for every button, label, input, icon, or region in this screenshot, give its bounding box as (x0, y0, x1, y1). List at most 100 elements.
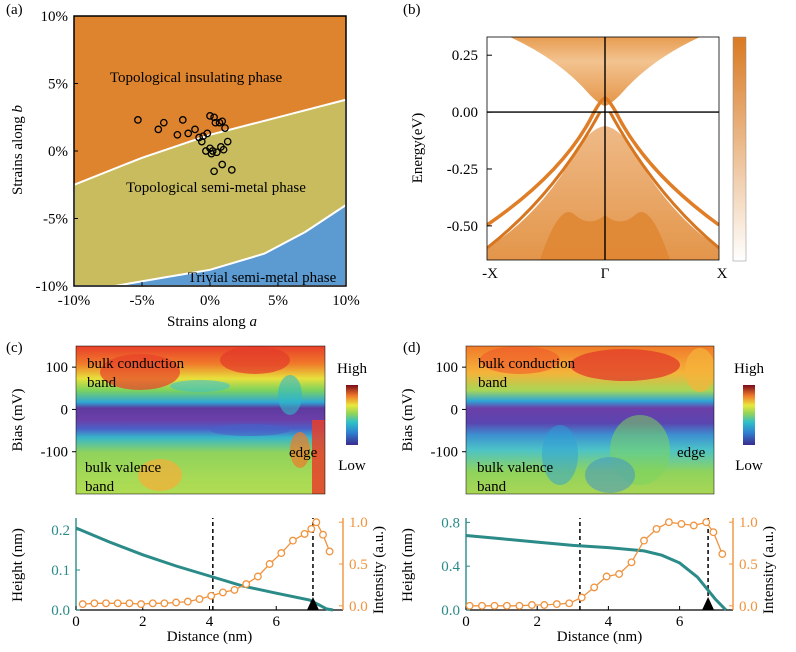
scatter-point (207, 149, 216, 158)
panel-c-edge-label: edge (289, 445, 318, 461)
intensity-tick-label: 0.5 (739, 557, 758, 573)
panel-d-valence-label-2: band (477, 479, 507, 495)
panel-b-frame (486, 36, 720, 261)
intensity-point (207, 591, 216, 600)
y-tick-label: -0.50 (447, 219, 478, 235)
panel-d-heatmap-frame (465, 345, 715, 495)
region-label-semimetal: Topological semi-metal phase (126, 180, 306, 196)
intensity-point (677, 519, 686, 528)
y-tick-label: -10% (36, 279, 69, 295)
panel-a-yticks: -10% -5% 0% 5% 10% (36, 9, 78, 295)
region-label-trivial: Trivial semi-metal phase (188, 270, 337, 286)
x-tick-label: 0 (462, 614, 470, 630)
scatter-point (184, 129, 193, 138)
intensity-point (102, 599, 110, 608)
intensity-point (664, 518, 673, 527)
height-axis-label: Height (nm) (400, 528, 416, 602)
y-tick-label: 0.00 (452, 105, 478, 121)
scatter-point (218, 160, 227, 169)
y-tick-label: 0% (48, 144, 68, 160)
intensity-point (307, 524, 316, 533)
surface-state-left-2 (487, 111, 602, 250)
panel-c-colorbar-high: High (337, 361, 368, 377)
panel-c-heatmap-frame (75, 345, 326, 495)
height-tick-label: 0.8 (441, 515, 460, 531)
height-tick-label: 0.0 (51, 603, 70, 619)
panel-b: (b) 0.25 0.00 -0.25 -0.50 -X Γ X Energy(eV) (403, 2, 747, 282)
x-tick-label: 5% (268, 293, 288, 309)
y-tick-label: -5% (43, 212, 68, 228)
intensity-point (218, 588, 227, 597)
scatter-point (197, 137, 206, 146)
bias-tick-label: 0 (451, 402, 459, 418)
intensity-point (230, 585, 239, 594)
panel-c-profile-plot: 0 2 4 6 0.0 0.1 0.2 0.0 0.5 1.0 Distance (nm) Heigh… (10, 515, 387, 645)
x-tick-label: 0% (200, 293, 220, 309)
x-tick-label: 6 (676, 614, 684, 630)
scatter-point (173, 130, 182, 139)
y-tick-label: 5% (48, 77, 68, 93)
intensity-point (312, 518, 321, 527)
x-tick-label: 10% (332, 293, 360, 309)
panel-c-colorbar-low: Low (338, 458, 366, 474)
panel-c-bias-ticks: 100 0 -100 (41, 360, 76, 461)
intensity-point (242, 580, 251, 589)
intensity-point (253, 572, 262, 581)
scatter-point (206, 112, 214, 120)
panel-c-bias-label: Bias (mV) (10, 389, 26, 452)
bias-tick-label: 100 (46, 360, 69, 376)
intensity-tick-label: 0.0 (349, 599, 368, 615)
intensity-point (90, 599, 99, 608)
intensity-curve (469, 521, 723, 607)
intensity-point (172, 598, 181, 607)
x-tick-label: 2 (139, 614, 147, 630)
intensity-point (527, 601, 536, 609)
region-label-insulating: Topological insulating phase (110, 70, 283, 86)
panel-b-yticks: 0.25 0.00 -0.25 -0.50 (447, 48, 492, 235)
intensity-point (277, 549, 286, 558)
x-tick-label: -5% (130, 293, 155, 309)
panel-b-label: (b) (403, 2, 421, 18)
scatter-point (134, 116, 142, 124)
panel-c-label: (c) (6, 340, 23, 356)
intensity-point (300, 529, 309, 538)
x-tick-label: 6 (273, 614, 281, 630)
bias-tick-label: -100 (431, 445, 459, 461)
height-tick-label: 0.1 (51, 563, 70, 579)
intensity-tick-label: 1.0 (739, 515, 758, 531)
panel-c-colorbar (346, 385, 358, 445)
x-tick-label: -10% (58, 293, 91, 309)
xtick-x: X (717, 266, 728, 282)
panel-d-bias-ticks: 100 0 -100 (431, 360, 466, 461)
panel-b-colorbar (732, 36, 747, 262)
intensity-axis-label: Intensity (a.u.) (761, 526, 777, 614)
x-axis-label: Distance (nm) (557, 629, 642, 645)
intensity-point (565, 599, 574, 608)
scatter-point (221, 124, 229, 132)
bias-tick-label: -100 (41, 445, 69, 461)
intensity-tick-label: 1.0 (349, 515, 368, 531)
bias-tick-label: 0 (61, 402, 69, 418)
edge-marker (702, 597, 715, 610)
panel-c: (c) bulk conduction band bulk valence ba… (6, 340, 387, 645)
panel-a-xlabel: Strains along a (167, 314, 257, 330)
panel-c-conduction-label-1: bulk conduction (87, 356, 185, 372)
panel-c-conduction-label-2: band (87, 375, 117, 391)
intensity-point (702, 518, 711, 527)
topo-semimetal-region (74, 98, 346, 286)
xtick-gamma: Γ (601, 266, 610, 282)
scatter-point (223, 137, 232, 146)
panel-d-profile-plot: 0 2 4 6 0.0 0.4 0.8 0.0 0.5 1.0 Distance (nm) Heigh… (400, 515, 777, 645)
panel-c-valence-label-2: band (85, 479, 115, 495)
intensity-tick-label: 0.5 (349, 557, 368, 573)
scatter-point (210, 113, 218, 122)
intensity-point (502, 601, 511, 610)
panel-a: (a) Topological insulating phase Topolog… (6, 2, 360, 330)
intensity-point (113, 599, 122, 608)
scatter-point (178, 116, 187, 124)
scatter-point (154, 125, 163, 134)
xtick-minus-x: -X (482, 266, 498, 282)
height-curve (465, 534, 727, 612)
panel-d-colorbar (743, 385, 755, 445)
intensity-point (627, 558, 636, 567)
